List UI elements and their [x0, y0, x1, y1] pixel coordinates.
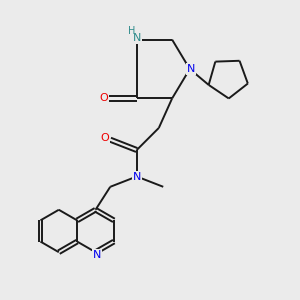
Text: O: O [99, 94, 108, 103]
Text: N: N [187, 64, 195, 74]
Text: N: N [133, 172, 141, 182]
Text: H: H [128, 26, 135, 36]
Text: N: N [133, 33, 141, 43]
Text: O: O [100, 133, 109, 143]
Text: N: N [93, 250, 101, 260]
